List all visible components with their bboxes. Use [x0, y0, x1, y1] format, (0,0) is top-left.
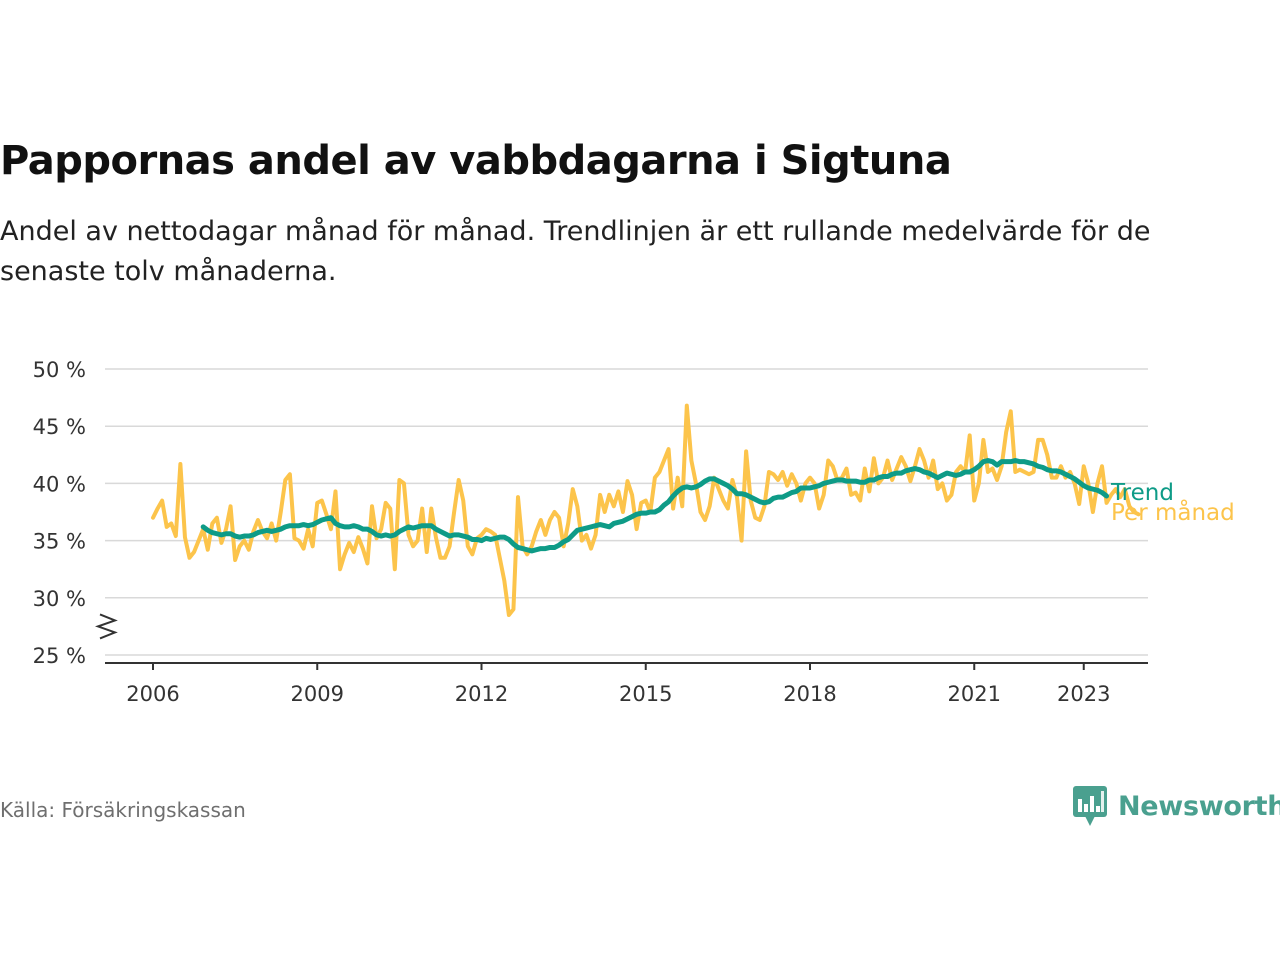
page-title: Pappornas andel av vabbdagarna i Sigtuna [0, 138, 952, 184]
newsworthy-logo-icon [1073, 786, 1107, 826]
x-tick-label: 2006 [126, 682, 179, 706]
x-tick-label: 2018 [783, 682, 836, 706]
x-tick-label: 2023 [1057, 682, 1110, 706]
x-tick-label: 2021 [948, 682, 1001, 706]
y-tick-label: 45 % [33, 415, 86, 439]
x-tick-label: 2012 [455, 682, 508, 706]
y-tick-label: 30 % [33, 587, 86, 611]
source-note: Källa: Försäkringskassan [0, 798, 246, 822]
y-tick-label: 25 % [33, 644, 86, 668]
y-tick-label: 35 % [33, 530, 86, 554]
series-line-per-manad [151, 403, 1141, 617]
newsworthy-logo: Newsworthy [1072, 785, 1280, 827]
legend-label-per-manad: Per månad [1111, 498, 1235, 526]
line-chart: 25 % 30 % 35 % 40 % 45 % 50 % 2006 2009 2012 2015… [33, 358, 1235, 706]
x-tick-label: 2009 [291, 682, 344, 706]
axis-break-icon [94, 613, 118, 640]
x-tick-label: 2015 [619, 682, 672, 706]
y-tick-label: 40 % [33, 472, 86, 496]
series-line-trend [200, 458, 1110, 554]
y-tick-label: 50 % [33, 358, 86, 382]
page-subtitle: Andel av nettodagar månad för månad. Tre… [0, 216, 1151, 287]
brand-name: Newsworthy [1118, 790, 1280, 822]
legend-label-trend: Trend [1110, 480, 1174, 506]
